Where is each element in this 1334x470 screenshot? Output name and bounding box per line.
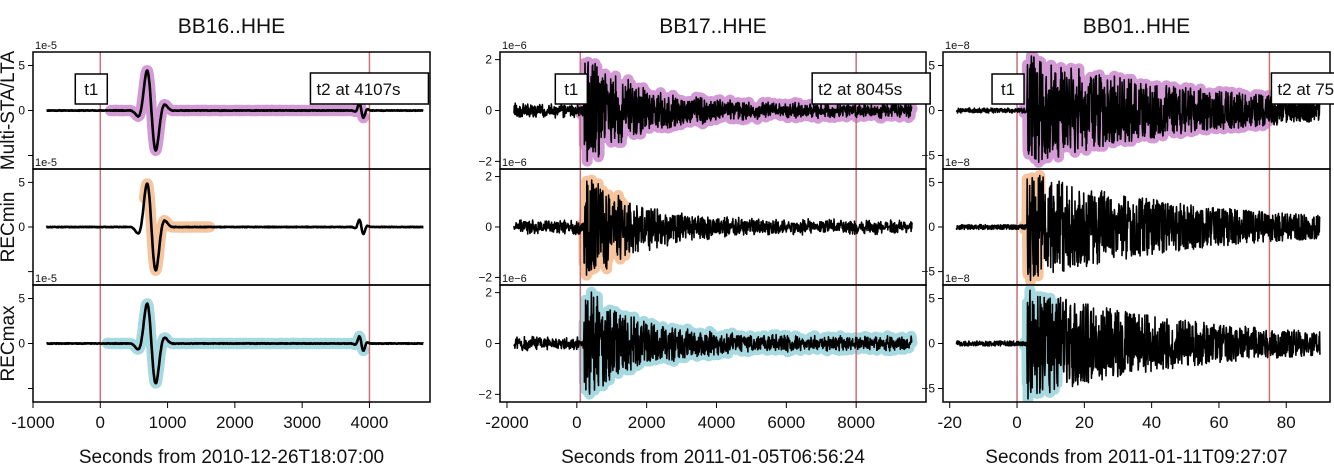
x-axis-label: Seconds from 2011-01-11T09:27:07 bbox=[985, 447, 1287, 468]
subplot-3-2: −5 0 5 1e−8 bbox=[921, 157, 1331, 286]
t2-label-box bbox=[309, 72, 430, 105]
y-tick-label: −5 bbox=[921, 149, 935, 163]
row-label-2: RECmin bbox=[0, 192, 19, 263]
y-tick-label: 0 bbox=[928, 220, 935, 234]
t1-label-box bbox=[991, 73, 1025, 105]
row-label-3: RECmax bbox=[0, 305, 19, 382]
t2-label-box bbox=[1270, 72, 1334, 105]
panel-title: BB16..HHE bbox=[178, 15, 285, 38]
waveform-line bbox=[955, 55, 1321, 163]
y-tick-label: −5 bbox=[921, 265, 935, 279]
waveform-line bbox=[45, 182, 425, 272]
y-tick-label: 0 bbox=[18, 104, 25, 118]
x-tick-label: 0 bbox=[572, 413, 581, 432]
y-tick-label: 2 bbox=[485, 286, 492, 300]
y-tick-label: 5 bbox=[18, 59, 25, 73]
panel-title: BB01..HHE bbox=[1083, 15, 1190, 38]
x-tick-label: 4000 bbox=[698, 413, 736, 432]
waveform-line bbox=[45, 302, 425, 385]
subplot-1-1: 0 5 1e-5 t1 t2 at 4107s bbox=[18, 40, 431, 170]
subplot-3-3: −5 0 5 1e−8 bbox=[921, 273, 1331, 403]
y-tick-label: 0 bbox=[485, 337, 492, 351]
x-tick-label: 20 bbox=[1075, 413, 1094, 432]
t1-label: t1 bbox=[564, 80, 578, 99]
x-tick-label: 60 bbox=[1209, 413, 1228, 432]
x-tick-label: 1000 bbox=[149, 413, 187, 432]
row-label-1: Multi-STA/LTA bbox=[0, 51, 19, 171]
waveform-line bbox=[513, 291, 913, 395]
y-scale-label: 1e−6 bbox=[502, 40, 527, 52]
waveform-line bbox=[513, 179, 913, 276]
y-tick-label: 5 bbox=[928, 175, 935, 189]
y-tick-label: 2 bbox=[485, 53, 492, 67]
x-tick-label: -1000 bbox=[11, 413, 54, 432]
x-tick-label: 0 bbox=[96, 413, 105, 432]
y-tick-label: 0 bbox=[485, 220, 492, 234]
x-tick-label: 40 bbox=[1142, 413, 1161, 432]
subplot-2-1: −2 0 2 1e−6 t1 t2 at 8045s bbox=[478, 40, 931, 170]
x-axis-label: Seconds from 2011-01-05T06:56:24 bbox=[561, 447, 865, 468]
t1-label: t1 bbox=[1001, 80, 1015, 99]
y-scale-label: 1e−8 bbox=[945, 157, 970, 169]
x-tick-label: 4000 bbox=[351, 413, 389, 432]
y-scale-label: 1e−8 bbox=[945, 40, 970, 52]
y-tick-label: 5 bbox=[928, 292, 935, 306]
x-tick-label: 0 bbox=[1012, 413, 1021, 432]
x-tick-label: -2000 bbox=[485, 413, 528, 432]
y-tick-label: 5 bbox=[18, 175, 25, 189]
y-tick-label: 0 bbox=[928, 104, 935, 118]
x-axis-label: Seconds from 2010-12-26T18:07:00 bbox=[79, 447, 384, 468]
waveform-line bbox=[955, 289, 1321, 400]
x-tick-label: 80 bbox=[1277, 413, 1296, 432]
x-tick-label: 3000 bbox=[283, 413, 321, 432]
subplot-2-3: −2 0 2 1e−6 bbox=[478, 273, 927, 403]
subplot-1-2: 0 5 1e-5 bbox=[18, 157, 431, 286]
y-tick-label: 0 bbox=[485, 104, 492, 118]
x-tick-label: 2000 bbox=[628, 413, 666, 432]
t1-label: t1 bbox=[84, 80, 98, 99]
t2-label: t2 at 4107s bbox=[316, 80, 400, 99]
y-tick-label: 0 bbox=[18, 220, 25, 234]
panel-column-1: BB16..HHE 0 5 1e-5 t1 t2 at 4107s 0 5 1e-5 0 5 1e-5… bbox=[11, 15, 431, 468]
y-tick-label: 0 bbox=[928, 337, 935, 351]
y-tick-label: −2 bbox=[478, 154, 492, 168]
x-tick-label: 6000 bbox=[767, 413, 805, 432]
y-tick-label: 2 bbox=[485, 170, 492, 184]
waveform-line bbox=[513, 61, 913, 162]
t1-label-box bbox=[74, 73, 109, 105]
t2-label: t2 at 8045s bbox=[818, 80, 902, 99]
x-tick-label: -20 bbox=[937, 413, 962, 432]
y-tick-label: −2 bbox=[478, 387, 492, 401]
waveform-line bbox=[955, 174, 1321, 282]
waveform-line bbox=[45, 69, 425, 152]
y-scale-label: 1e−6 bbox=[502, 157, 527, 169]
y-scale-label: 1e-5 bbox=[35, 157, 57, 169]
y-tick-label: 0 bbox=[18, 337, 25, 351]
y-tick-label: −2 bbox=[478, 270, 492, 284]
t2-label: t2 at 75s bbox=[1277, 80, 1334, 99]
t1-label-box bbox=[554, 73, 589, 105]
subplot-1-3: 0 5 1e-5 bbox=[18, 273, 431, 403]
y-tick-label: 5 bbox=[18, 292, 25, 306]
subplot-2-2: −2 0 2 1e−6 bbox=[478, 157, 927, 286]
y-scale-label: 1e-5 bbox=[35, 273, 57, 285]
y-scale-label: 1e-5 bbox=[35, 40, 57, 52]
y-tick-label: 5 bbox=[928, 59, 935, 73]
t2-label-box bbox=[811, 72, 931, 105]
y-scale-label: 1e−8 bbox=[945, 273, 970, 285]
x-tick-label: 2000 bbox=[216, 413, 254, 432]
y-tick-label: −5 bbox=[921, 382, 935, 396]
panel-column-3: BB01..HHE −5 0 5 1e−8 t1 t2 at 75s −5 0 5 1e−8 −5 0 5… bbox=[921, 15, 1334, 468]
y-scale-label: 1e−6 bbox=[502, 273, 527, 285]
subplot-3-1: −5 0 5 1e−8 t1 t2 at 75s bbox=[921, 40, 1334, 170]
panel-title: BB17..HHE bbox=[659, 15, 766, 38]
x-tick-label: 8000 bbox=[837, 413, 875, 432]
